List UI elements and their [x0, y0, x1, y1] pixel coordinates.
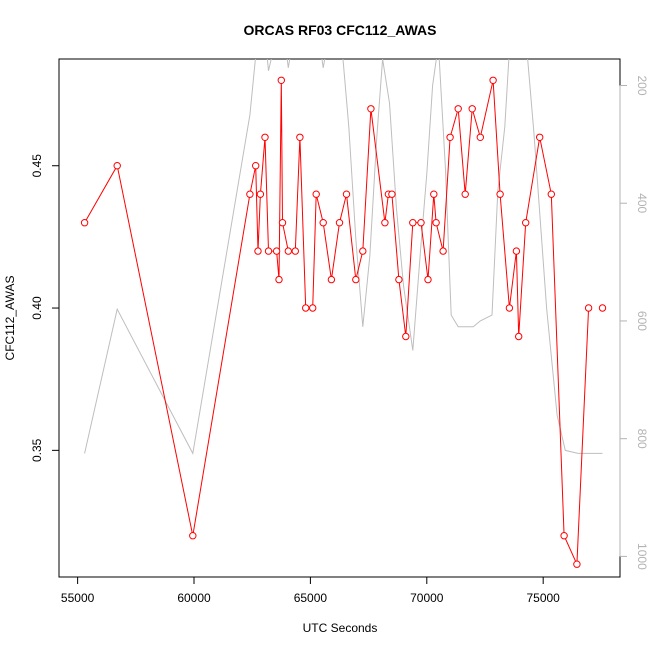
cfc112-data-point [309, 304, 317, 312]
cfc112-data-point [319, 219, 327, 227]
cfc112-data-point [342, 190, 351, 198]
cfc112-data-point [335, 219, 344, 227]
cfc112-data-point [461, 190, 469, 198]
y-axis: 0.35 0.40 0.45 [30, 154, 60, 462]
cfc112-data-point [278, 219, 287, 227]
cfc112-data-point [522, 219, 530, 227]
cfc112-series-line [84, 80, 590, 565]
y2-tick-label: 600 [635, 311, 649, 331]
cfc112-data-point [327, 275, 336, 284]
cfc112-data-point [359, 247, 367, 255]
cfc112-data-point [409, 219, 417, 227]
cfc112-data-point [113, 162, 121, 170]
y-tick-label: 0.40 [30, 296, 44, 320]
cfc112-data-point [352, 275, 360, 284]
cfc112-data-point [489, 76, 497, 85]
cfc112-data-point [291, 247, 299, 255]
cfc112-data-point [584, 304, 593, 312]
cfc112-data-point [381, 219, 389, 227]
cfc112-data-point [505, 304, 514, 312]
x-tick-label: 55000 [61, 591, 95, 605]
cfc112-data-point [256, 190, 265, 198]
x-axis: 55000 60000 65000 70000 75000 [61, 576, 560, 605]
y-tick-label: 0.45 [30, 154, 44, 178]
cfc112-data-point [468, 105, 476, 113]
cfc112-data-point [560, 532, 568, 540]
y2-tick-label: 400 [635, 193, 649, 213]
cfc112-data-point [261, 133, 269, 142]
cfc112-data-point [496, 190, 504, 198]
cfc112-data-point [439, 247, 447, 255]
x-tick-label: 60000 [177, 591, 211, 605]
plot-frame [58, 58, 621, 578]
cfc112-data-point [536, 133, 544, 142]
cfc112-data-point [284, 247, 292, 255]
x-tick-label: 75000 [526, 591, 560, 605]
cfc112-data-point [388, 190, 396, 198]
cfc112-data-point [264, 247, 273, 255]
cfc112-data-point [598, 304, 607, 312]
cfc112-data-point [254, 247, 262, 255]
cfc112-data-point [189, 532, 197, 540]
cfc112-data-point [80, 219, 89, 227]
cfc112-data-point [277, 76, 285, 85]
altitude-series-line [84, 59, 603, 455]
cfc112-data-point [476, 133, 484, 142]
cfc112-data-point [454, 105, 462, 113]
cfc112-data-point [417, 219, 425, 227]
cfc112-data-point [547, 190, 555, 198]
y2-tick-label: 200 [635, 75, 649, 95]
cfc112-data-point [246, 190, 254, 198]
y2-tick-label: 800 [635, 429, 649, 449]
cfc112-data-point [402, 332, 410, 341]
chart-title: ORCAS RF03 CFC112_AWAS [244, 22, 437, 38]
cfc112-data-point [395, 275, 403, 284]
x-tick-label: 70000 [410, 591, 444, 605]
series-layer [80, 59, 607, 568]
cfc112-data-point [275, 275, 283, 284]
cfc112-data-point [432, 219, 440, 227]
cfc112-data-point [296, 133, 304, 142]
y-axis-label: CFC112_AWAS [3, 276, 17, 361]
cfc112-data-point [367, 105, 375, 113]
cfc112-data-point [430, 190, 438, 198]
cfc112-data-point [515, 332, 523, 341]
y-tick-label: 0.35 [30, 438, 44, 462]
cfc112-data-point [272, 247, 281, 255]
y2-axis-altitude: 200 400 600 800 1000 [619, 75, 649, 570]
cfc112-data-point [573, 560, 581, 568]
cfc112-data-point [302, 304, 310, 312]
cfc112-data-point [512, 247, 521, 255]
x-tick-label: 65000 [294, 591, 328, 605]
cfc112-data-point [252, 162, 260, 170]
x-axis-label: UTC Seconds [303, 621, 378, 635]
cfc112-data-point [312, 190, 320, 198]
cfc112-data-point [446, 133, 454, 142]
cfc112-data-point [424, 275, 432, 284]
y2-tick-label: 1000 [635, 543, 649, 570]
